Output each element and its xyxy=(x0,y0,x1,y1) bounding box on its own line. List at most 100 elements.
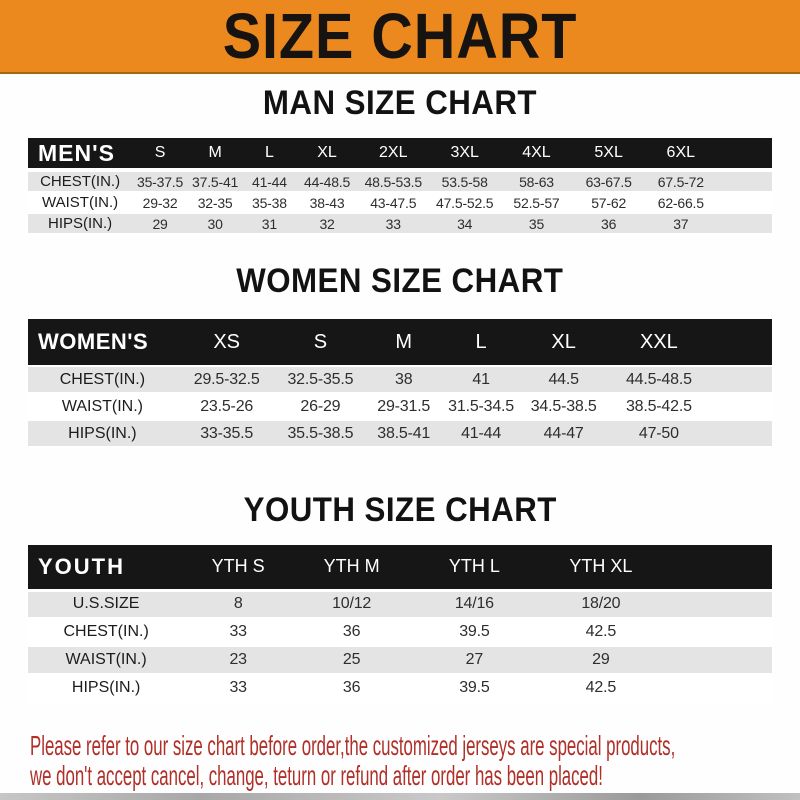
size-value-cell: 53.5-58 xyxy=(441,173,488,190)
size-column-header: L xyxy=(264,144,274,161)
table-row: CHEST(IN.) 29.5-32.5 32.5-35.5 38 41 44.5 44.5… xyxy=(28,366,772,393)
size-value-cell: 38-43 xyxy=(309,194,345,211)
size-value-cell: 10/12 xyxy=(332,595,372,613)
size-value-cell: 33 xyxy=(229,623,247,640)
table-row: HIPS(IN.) 29 30 31 32 33 34 35 36 37 xyxy=(28,213,772,234)
spacer-cell xyxy=(709,319,772,366)
size-value-cell: 37 xyxy=(673,215,689,232)
size-column-header: XXL xyxy=(639,330,678,353)
size-column-header: L xyxy=(475,330,487,353)
size-value-cell: 32.5-35.5 xyxy=(287,370,354,388)
men-section-heading-text: MAN SIZE CHART xyxy=(262,84,538,122)
size-column-header: M xyxy=(395,330,413,353)
corner-label: MEN'S xyxy=(38,139,115,166)
spacer-cell xyxy=(709,420,772,447)
women-size-table: WOMEN'S XS S M L XL XXL CHEST(IN.) 29.5-32.5 32.5… xyxy=(28,319,772,448)
row-label: WAIST(IN.) xyxy=(65,651,147,668)
row-label: CHEST(IN.) xyxy=(63,623,149,640)
size-value-cell: 44.5 xyxy=(548,370,579,388)
table-row: WAIST(IN.) 23.5-26 26-29 29-31.5 31.5-34.5 34… xyxy=(28,393,772,420)
row-label: CHEST(IN.) xyxy=(59,370,146,388)
row-label: WAIST(IN.) xyxy=(42,194,119,211)
table-header-bar: YOUTH YTH S YTH M YTH L YTH XL xyxy=(28,545,772,590)
size-column-header: 2XL xyxy=(379,144,408,161)
row-label: CHEST(IN.) xyxy=(40,173,121,190)
size-value-cell: 62-66.5 xyxy=(657,194,704,211)
size-value-cell: 39.5 xyxy=(459,679,490,696)
size-value-cell: 23 xyxy=(229,651,247,668)
photo-edge-strip xyxy=(0,793,800,800)
size-value-cell: 23.5-26 xyxy=(200,397,254,415)
size-value-cell: 35-38 xyxy=(251,194,287,211)
size-value-cell: 52.5-57 xyxy=(513,194,560,211)
size-value-cell: 33-35.5 xyxy=(200,424,254,442)
size-value-cell: 36 xyxy=(601,215,617,232)
size-value-cell: 41-44 xyxy=(461,424,502,442)
size-value-cell: 42.5 xyxy=(585,623,617,640)
size-value-cell: 35.5-38.5 xyxy=(287,424,354,442)
size-value-cell: 38.5-42.5 xyxy=(625,397,692,415)
men-size-table: MEN'S S M L XL 2XL 3XL 4XL 5XL 6XL CHEST(IN.) 35-37… xyxy=(28,138,772,235)
size-value-cell: 33 xyxy=(385,215,401,232)
men-section-heading: MAN SIZE CHART xyxy=(0,84,800,122)
table-row: CHEST(IN.) 35-37.5 37.5-41 41-44 44-48.5 48.5… xyxy=(28,170,772,192)
size-value-cell: 47-50 xyxy=(638,424,679,442)
disclaimer-line-1: Please refer to our size chart before or… xyxy=(30,730,676,761)
size-value-cell: 30 xyxy=(207,215,223,232)
size-value-cell: 63-67.5 xyxy=(585,173,632,190)
size-value-cell: 37.5-41 xyxy=(192,173,239,190)
corner-label: YOUTH xyxy=(38,553,125,579)
size-value-cell: 41 xyxy=(472,370,490,388)
size-column-header: YTH XL xyxy=(569,556,633,577)
size-column-header: XL xyxy=(317,144,337,161)
table-row: HIPS(IN.) 33-35.5 35.5-38.5 38.5-41 41-44 44-… xyxy=(28,420,772,447)
size-value-cell: 29 xyxy=(592,651,610,668)
size-value-cell: 39.5 xyxy=(459,623,490,640)
size-value-cell: 38.5-41 xyxy=(377,424,431,442)
size-value-cell: 26-29 xyxy=(300,397,341,415)
row-label: HIPS(IN.) xyxy=(47,215,113,232)
size-column-header: 5XL xyxy=(594,144,623,161)
size-column-header: 3XL xyxy=(450,144,479,161)
table-header-bar: WOMEN'S XS S M L XL XXL xyxy=(28,319,772,366)
size-value-cell: 27 xyxy=(465,651,484,668)
row-label: WAIST(IN.) xyxy=(61,397,143,415)
table-row: U.S.SIZE 8 10/12 14/16 18/20 xyxy=(28,590,772,618)
size-value-cell: 29-32 xyxy=(142,194,178,211)
disclaimer-line-2: we don't accept cancel, change, teturn o… xyxy=(30,760,603,791)
size-value-cell: 67.5-72 xyxy=(657,173,704,190)
spacer-cell xyxy=(664,590,772,618)
size-value-cell: 31.5-34.5 xyxy=(448,397,514,415)
youth-section-heading-text: YOUTH SIZE CHART xyxy=(243,491,557,529)
size-column-header: YTH M xyxy=(323,556,380,577)
table-row: WAIST(IN.) 29-32 32-35 35-38 38-43 43-47.5 47.… xyxy=(28,192,772,213)
spacer-cell xyxy=(717,192,772,213)
size-value-cell: 58-63 xyxy=(519,173,554,190)
table-row: HIPS(IN.) 33 36 39.5 42.5 xyxy=(28,674,772,702)
size-column-header: S xyxy=(313,330,328,353)
size-value-cell: 34.5-38.5 xyxy=(530,397,597,415)
size-value-cell: 35 xyxy=(528,215,545,232)
size-value-cell: 41-44 xyxy=(251,173,287,190)
size-value-cell: 43-47.5 xyxy=(370,194,417,211)
corner-label: WOMEN'S xyxy=(38,329,149,354)
youth-size-table: YOUTH YTH S YTH M YTH L YTH XL U.S.SIZE 8 10/12… xyxy=(28,545,772,703)
size-value-cell: 29-31.5 xyxy=(377,397,431,415)
size-column-header: M xyxy=(208,144,222,161)
spacer-cell xyxy=(664,618,772,646)
table-row: WAIST(IN.) 23 25 27 29 xyxy=(28,646,772,674)
spacer-cell xyxy=(709,366,772,393)
women-section-heading-text: WOMEN SIZE CHART xyxy=(236,262,564,300)
youth-section-heading: YOUTH SIZE CHART xyxy=(0,491,800,529)
size-value-cell: 38 xyxy=(395,370,413,388)
size-value-cell: 36 xyxy=(342,623,361,640)
size-value-cell: 29 xyxy=(152,215,168,232)
size-value-cell: 29.5-32.5 xyxy=(193,370,260,388)
table-row: CHEST(IN.) 33 36 39.5 42.5 xyxy=(28,618,772,646)
size-value-cell: 32-35 xyxy=(197,194,233,211)
size-column-header: XL xyxy=(551,330,576,353)
spacer-cell xyxy=(709,393,772,420)
size-value-cell: 31 xyxy=(261,215,277,232)
row-label: HIPS(IN.) xyxy=(68,424,137,442)
